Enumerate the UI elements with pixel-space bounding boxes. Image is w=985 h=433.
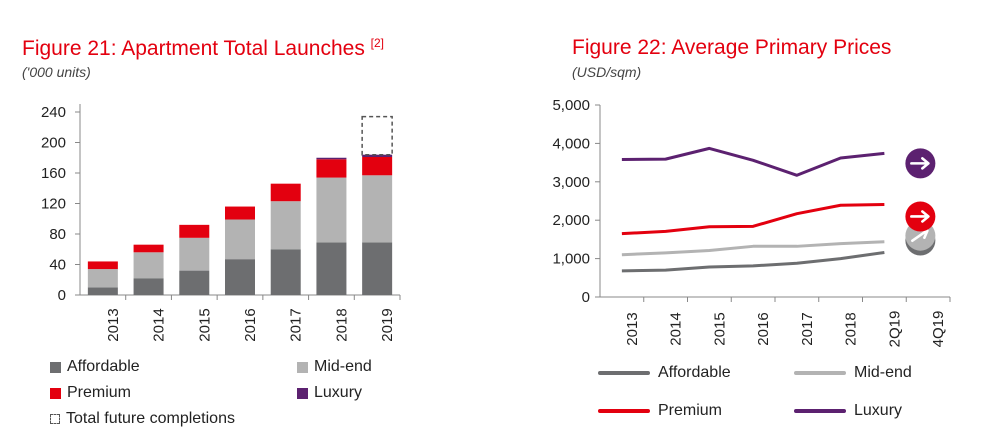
- line-x-tick-label: 2Q19: [886, 311, 903, 348]
- bar-segment-mid-end: [87, 269, 118, 288]
- line-y-tick-label: 1,000: [552, 251, 590, 268]
- bar-segment-premium: [225, 206, 255, 220]
- legend-mid-end: Mid-end: [297, 358, 372, 376]
- line-y-tick-label: 5,000: [552, 97, 590, 114]
- bar-segment-luxury: [316, 157, 347, 160]
- bar-segment-premium: [316, 159, 347, 178]
- bar-segment-mid-end: [133, 252, 164, 279]
- line-series-premium: [621, 202, 885, 236]
- legend-mid-end-label: Mid-end: [314, 358, 372, 375]
- legend-luxury: Luxury: [297, 384, 362, 402]
- future-completions-box: [361, 115, 393, 156]
- legend-luxury-swatch: [297, 387, 308, 399]
- legend-line-luxury-label: Luxury: [854, 402, 903, 419]
- bar-x-tick-label: 2017: [288, 308, 305, 341]
- bar-segment-premium: [133, 244, 164, 253]
- figure-21-title: Figure 21: Apartment Total Launches [2]: [22, 36, 384, 61]
- legend-line-premium-swatch: [598, 409, 650, 413]
- figure-21-subtitle: ('000 units): [22, 64, 91, 80]
- line-series-luxury: [621, 146, 885, 177]
- bar-x-tick-label: 2018: [333, 308, 350, 341]
- legend-future-swatch: [50, 414, 60, 424]
- legend-premium: Premium: [50, 384, 131, 402]
- line-y-tick-label: 4,000: [552, 135, 590, 152]
- bar-segment-mid-end: [270, 201, 301, 250]
- bar-x-tick-label: 2014: [151, 308, 168, 341]
- line-y-tick-label: 2,000: [552, 212, 590, 229]
- figure-21: Figure 21: Apartment Total Launches [2] …: [0, 0, 480, 433]
- legend-line-luxury: Luxury: [794, 402, 902, 420]
- legend-line-mid-end-swatch: [794, 371, 846, 375]
- bar-x-tick-label: 2016: [242, 308, 259, 341]
- legend-line-affordable-swatch: [598, 371, 650, 375]
- legend-line-mid-end-label: Mid-end: [854, 364, 912, 381]
- bar-segment-mid-end: [362, 175, 393, 243]
- line-x-tick-label: 4Q19: [930, 311, 947, 348]
- bar-segment-affordable: [133, 278, 164, 295]
- legend-premium-swatch: [50, 387, 61, 399]
- bar-segment-mid-end: [225, 219, 255, 260]
- bar-segment-affordable: [179, 270, 210, 295]
- legend-mid-end-swatch: [297, 361, 308, 373]
- bar-segment-premium: [270, 183, 301, 202]
- legend-affordable-label: Affordable: [67, 358, 140, 375]
- bar-y-tick-label: 80: [49, 226, 66, 243]
- bar-y-tick-label: 0: [58, 287, 66, 304]
- bar-segment-affordable: [270, 249, 301, 295]
- bar-segment-luxury: [362, 154, 393, 157]
- bar-y-tick-label: 40: [49, 257, 66, 274]
- bar-segment-affordable: [225, 259, 255, 295]
- bar-segment-premium: [362, 156, 393, 176]
- line-series-mid-end: [621, 240, 885, 257]
- line-x-tick-label: 2013: [624, 312, 641, 345]
- bar-y-tick-label: 160: [41, 165, 66, 182]
- bar-segment-premium: [87, 261, 118, 270]
- outlook-arrow-icon: [910, 210, 930, 223]
- line-x-tick-label: 2017: [799, 312, 816, 345]
- bar-x-tick-label: 2013: [105, 308, 122, 341]
- legend-affordable-swatch: [50, 361, 61, 373]
- bar-x-tick-label: 2015: [196, 308, 213, 341]
- figure-21-title-text: Figure 21: Apartment Total Launches: [22, 37, 371, 60]
- bar-segment-affordable: [316, 242, 347, 295]
- line-series-affordable: [621, 250, 885, 273]
- line-y-tick-label: 0: [582, 289, 590, 306]
- figure-22-subtitle: (USD/sqm): [572, 64, 642, 80]
- legend-line-mid-end: Mid-end: [794, 364, 912, 382]
- bar-chart: 0 40 80 120 160 200 240 2013 2014 2015 2016 2017 201…: [41, 104, 401, 342]
- bar-y-tick-label: 240: [41, 104, 66, 121]
- line-y-tick-label: 3,000: [552, 174, 590, 191]
- line-x-tick-label: 2014: [668, 312, 685, 345]
- legend-affordable: Affordable: [50, 358, 140, 376]
- legend-premium-label: Premium: [67, 384, 132, 401]
- legend-line-premium-label: Premium: [658, 402, 723, 419]
- bar-segment-affordable: [362, 242, 393, 295]
- figure-22: Figure 22: Average Primary Prices (USD/s…: [540, 0, 985, 433]
- legend-line-luxury-swatch: [794, 409, 846, 413]
- line-x-tick-label: 2018: [843, 312, 860, 345]
- bar-y-tick-label: 200: [41, 135, 66, 152]
- legend-luxury-label: Luxury: [314, 384, 363, 401]
- line-x-tick-label: 2016: [755, 312, 772, 345]
- legend-future-label: Total future completions: [66, 410, 235, 427]
- legend-line-affordable-label: Affordable: [658, 364, 731, 381]
- legend-line-premium: Premium: [598, 402, 722, 420]
- legend-future-completions: Total future completions: [50, 410, 235, 428]
- bar-segment-affordable: [87, 287, 118, 295]
- figure-21-title-note: [2]: [370, 36, 385, 50]
- bar-x-tick-label: 2019: [379, 308, 396, 341]
- legend-line-affordable: Affordable: [598, 364, 731, 382]
- bar-segment-mid-end: [179, 237, 210, 271]
- bar-segment-premium: [179, 224, 210, 238]
- bar-segment-mid-end: [316, 177, 347, 243]
- figure-22-title: Figure 22: Average Primary Prices: [572, 36, 892, 59]
- bar-y-tick-label: 120: [41, 196, 66, 213]
- line-x-tick-label: 2015: [711, 312, 728, 345]
- outlook-arrow-icon: [910, 157, 930, 170]
- line-chart: 0 1,000 2,000 3,000 4,000 5,000 2013 2014 2015 20…: [552, 97, 951, 348]
